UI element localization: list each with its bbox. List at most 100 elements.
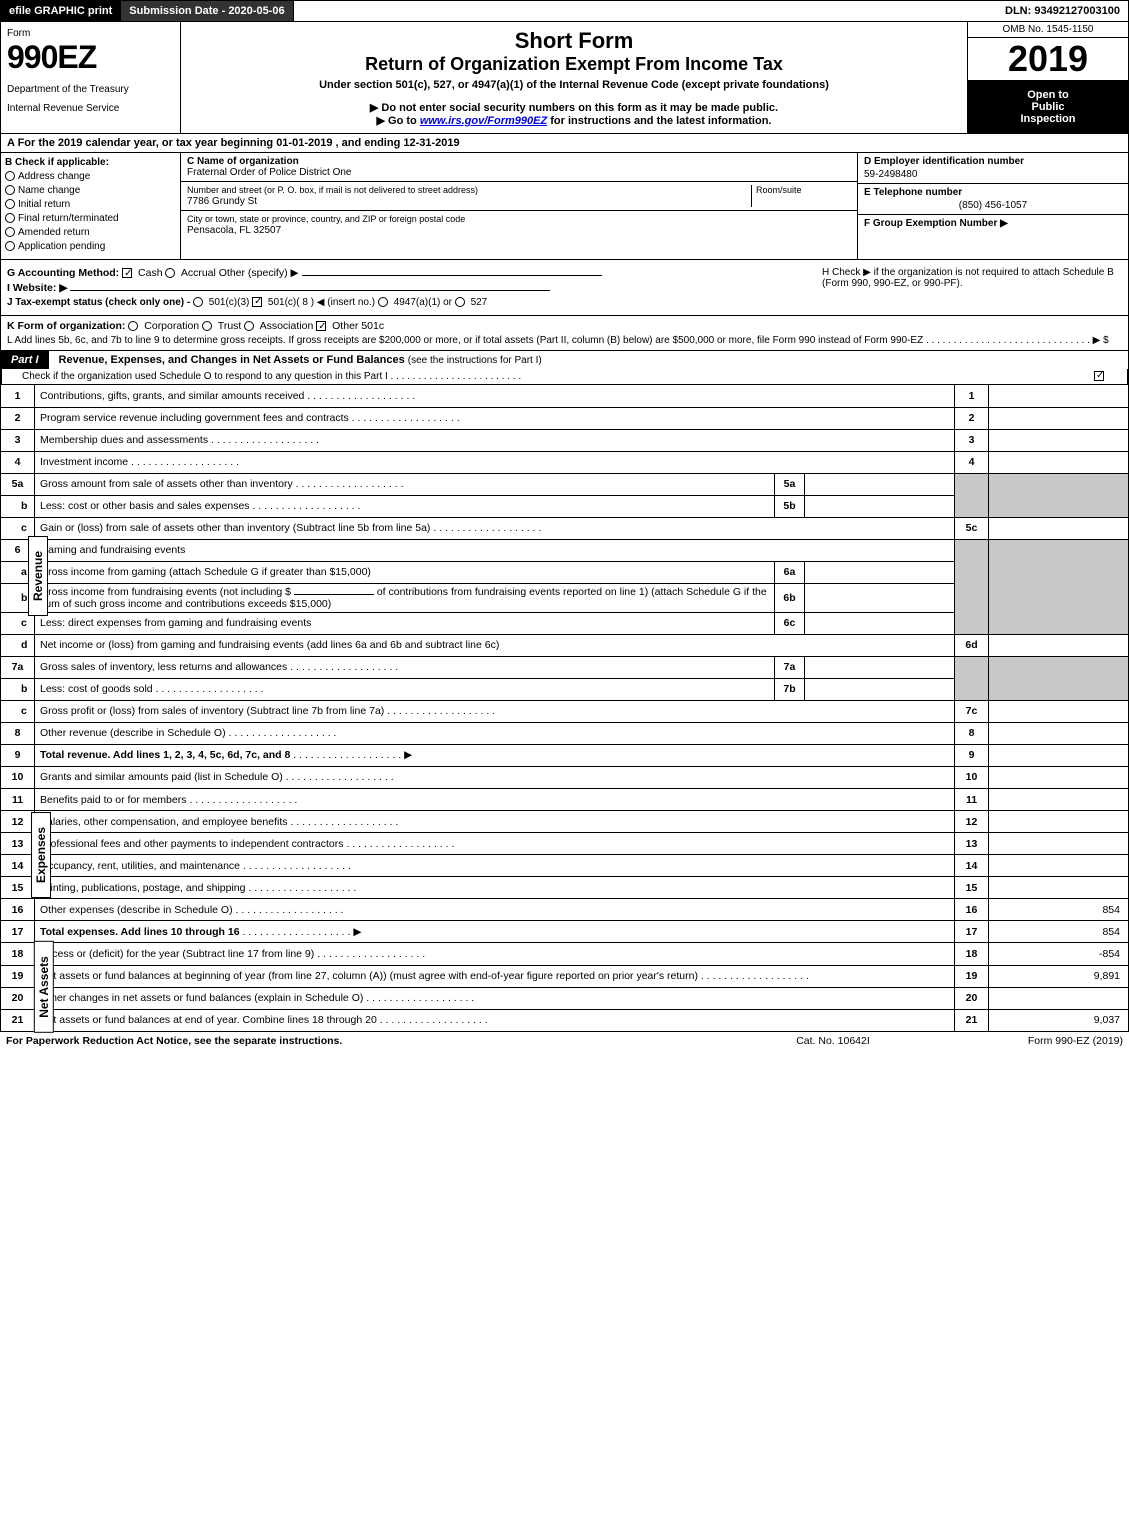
city-state-zip: Pensacola, FL 32507 bbox=[187, 225, 281, 236]
amt-19: 9,891 bbox=[989, 965, 1129, 987]
info-box: B Check if applicable: Address change Na… bbox=[0, 153, 1129, 260]
line-11: 11Benefits paid to or for members11 bbox=[1, 789, 1129, 811]
e-block: E Telephone number (850) 456-1057 bbox=[858, 184, 1128, 215]
row-j: J Tax-exempt status (check only one) - 5… bbox=[7, 297, 1122, 308]
paperwork-notice: For Paperwork Reduction Act Notice, see … bbox=[6, 1035, 743, 1047]
chk-initial-return[interactable]: Initial return bbox=[5, 199, 176, 210]
line-6: 6Gaming and fundraising events bbox=[1, 539, 1129, 561]
c-name-block: C Name of organization Fraternal Order o… bbox=[181, 153, 857, 182]
revenue-table: 1Contributions, gifts, grants, and simil… bbox=[0, 385, 1129, 767]
line-20: 20Other changes in net assets or fund ba… bbox=[1, 987, 1129, 1009]
amt-5c bbox=[989, 517, 1129, 539]
netassets-table: 18Excess or (deficit) for the year (Subt… bbox=[0, 943, 1129, 1032]
line-1: 1Contributions, gifts, grants, and simil… bbox=[1, 385, 1129, 407]
amt-17: 854 bbox=[989, 921, 1129, 943]
chk-corporation[interactable] bbox=[128, 321, 138, 331]
amt-13 bbox=[989, 833, 1129, 855]
phone-label: E Telephone number bbox=[864, 187, 962, 198]
row-g-h: H Check ▶ if the organization is not req… bbox=[7, 267, 1122, 279]
subtitle-section: Under section 501(c), 527, or 4947(a)(1)… bbox=[187, 79, 961, 91]
chk-application-pending[interactable]: Application pending bbox=[5, 241, 176, 252]
b-header: B Check if applicable: bbox=[5, 157, 176, 168]
c-name-label: C Name of organization bbox=[187, 156, 299, 167]
amt-4 bbox=[989, 451, 1129, 473]
line-12: 12Salaries, other compensation, and empl… bbox=[1, 811, 1129, 833]
form-header: Form 990EZ Department of the Treasury In… bbox=[0, 22, 1129, 134]
amt-1 bbox=[989, 385, 1129, 407]
line-a-tax-year: A For the 2019 calendar year, or tax yea… bbox=[0, 134, 1129, 153]
line-5c: cGain or (loss) from sale of assets othe… bbox=[1, 517, 1129, 539]
topbar-spacer bbox=[294, 1, 997, 21]
title-short-form: Short Form bbox=[187, 28, 961, 54]
row-l: L Add lines 5b, 6c, and 7b to line 9 to … bbox=[7, 335, 1122, 346]
omb-number: OMB No. 1545-1150 bbox=[968, 22, 1128, 38]
irs-link[interactable]: www.irs.gov/Form990EZ bbox=[420, 115, 547, 127]
chk-amended-return[interactable]: Amended return bbox=[5, 227, 176, 238]
group-exemption-label: F Group Exemption Number ▶ bbox=[864, 218, 1008, 229]
other-specify-input[interactable] bbox=[302, 275, 602, 276]
chk-schedule-o[interactable] bbox=[1094, 371, 1104, 381]
chk-accrual[interactable] bbox=[165, 268, 175, 278]
insp-line1: Open to bbox=[972, 89, 1124, 101]
line-18: 18Excess or (deficit) for the year (Subt… bbox=[1, 943, 1129, 965]
amt-7c bbox=[989, 700, 1129, 722]
6b-amount-input[interactable] bbox=[294, 594, 374, 595]
line-14: 14Occupancy, rent, utilities, and mainte… bbox=[1, 855, 1129, 877]
section-ghij: H Check ▶ if the organization is not req… bbox=[0, 260, 1129, 316]
form-ref: Form 990-EZ (2019) bbox=[923, 1035, 1123, 1047]
chk-501c[interactable] bbox=[252, 297, 262, 307]
chk-527[interactable] bbox=[455, 297, 465, 307]
k-label: K Form of organization: bbox=[7, 320, 125, 332]
side-netassets: Net Assets bbox=[34, 941, 54, 1033]
chk-final-return[interactable]: Final return/terminated bbox=[5, 213, 176, 224]
note-ssn: ▶ Do not enter social security numbers o… bbox=[187, 101, 961, 114]
city-label: City or town, state or province, country… bbox=[187, 214, 465, 224]
line-9: 9Total revenue. Add lines 1, 2, 3, 4, 5c… bbox=[1, 744, 1129, 766]
amt-16: 854 bbox=[989, 899, 1129, 921]
chk-4947[interactable] bbox=[378, 297, 388, 307]
chk-other-org[interactable] bbox=[316, 321, 326, 331]
note-goto: ▶ Go to www.irs.gov/Form990EZ for instru… bbox=[187, 114, 961, 127]
side-expenses: Expenses bbox=[31, 812, 51, 898]
netassets-block: Net Assets 18Excess or (deficit) for the… bbox=[0, 943, 1129, 1032]
chk-501c3[interactable] bbox=[193, 297, 203, 307]
tax-year: 2019 bbox=[968, 38, 1128, 81]
amt-14 bbox=[989, 855, 1129, 877]
page-footer: For Paperwork Reduction Act Notice, see … bbox=[0, 1032, 1129, 1050]
room-suite-label: Room/suite bbox=[751, 185, 851, 207]
efile-tag: efile GRAPHIC print bbox=[1, 1, 121, 21]
goto-post: for instructions and the latest informat… bbox=[547, 115, 771, 127]
i-label: I Website: ▶ bbox=[7, 282, 67, 294]
chk-association[interactable] bbox=[244, 321, 254, 331]
chk-name-change[interactable]: Name change bbox=[5, 185, 176, 196]
phone-value: (850) 456-1057 bbox=[864, 200, 1122, 211]
line-6d: dNet income or (loss) from gaming and fu… bbox=[1, 634, 1129, 656]
amt-9 bbox=[989, 744, 1129, 766]
part1-header-wrap: Part I Revenue, Expenses, and Changes in… bbox=[0, 351, 1129, 385]
insp-line3: Inspection bbox=[972, 113, 1124, 125]
line-2: 2Program service revenue including gover… bbox=[1, 407, 1129, 429]
street-address: 7786 Grundy St bbox=[187, 196, 257, 207]
part1-header: Part I Revenue, Expenses, and Changes in… bbox=[1, 351, 1128, 369]
header-center: Short Form Return of Organization Exempt… bbox=[181, 22, 968, 133]
cat-no: Cat. No. 10642I bbox=[743, 1035, 923, 1047]
part1-note: Check if the organization used Schedule … bbox=[1, 369, 1128, 384]
title-return: Return of Organization Exempt From Incom… bbox=[187, 54, 961, 75]
website-input[interactable] bbox=[70, 290, 550, 291]
section-c: C Name of organization Fraternal Order o… bbox=[181, 153, 858, 259]
line-21: 21Net assets or fund balances at end of … bbox=[1, 1009, 1129, 1031]
j-label: J Tax-exempt status (check only one) - bbox=[7, 297, 190, 308]
amt-3 bbox=[989, 429, 1129, 451]
amt-12 bbox=[989, 811, 1129, 833]
header-right: OMB No. 1545-1150 2019 Open to Public In… bbox=[968, 22, 1128, 133]
submission-date: Submission Date - 2020-05-06 bbox=[121, 1, 293, 21]
chk-cash[interactable] bbox=[122, 268, 132, 278]
c-addr-block: Number and street (or P. O. box, if mail… bbox=[181, 182, 857, 211]
line-4: 4Investment income4 bbox=[1, 451, 1129, 473]
chk-address-change[interactable]: Address change bbox=[5, 171, 176, 182]
part1-tag: Part I bbox=[1, 351, 51, 369]
chk-trust[interactable] bbox=[202, 321, 212, 331]
line-17: 17Total expenses. Add lines 10 through 1… bbox=[1, 921, 1129, 943]
amt-2 bbox=[989, 407, 1129, 429]
dln: DLN: 93492127003100 bbox=[997, 1, 1128, 21]
